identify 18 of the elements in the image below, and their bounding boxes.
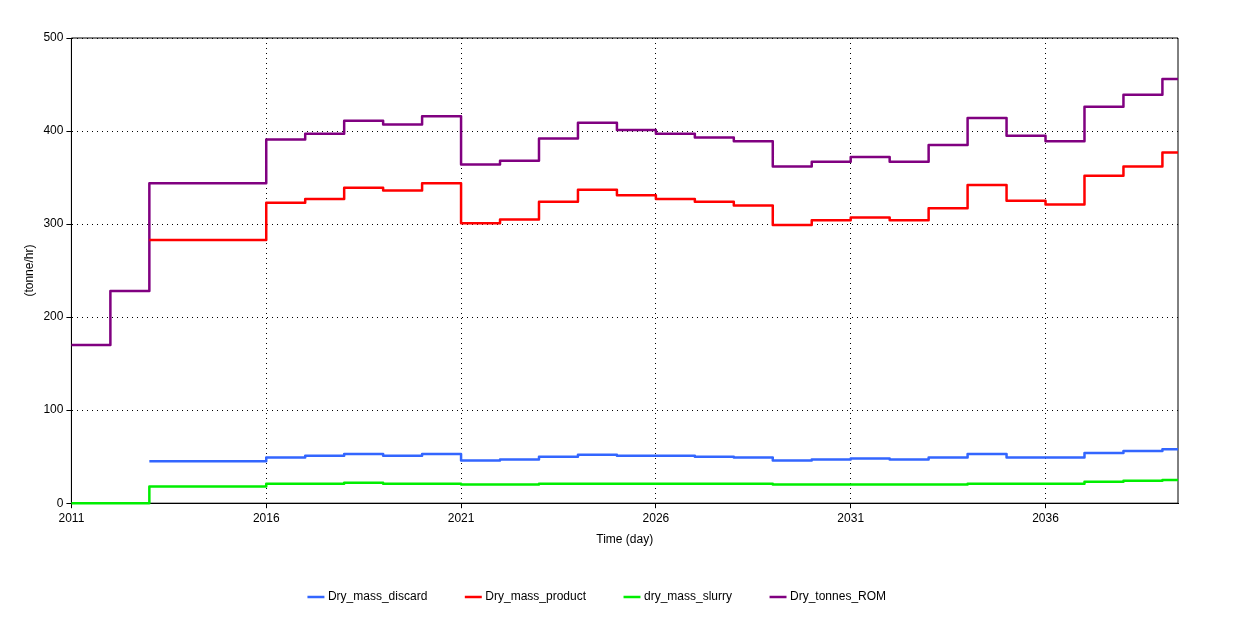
legend-label: Dry_tonnes_ROM [790,589,887,604]
x-tick-label: 2011 [58,510,85,525]
y-tick-label: 400 [43,123,64,138]
x-tick-label: 2031 [837,510,865,525]
x-tick-label: 2021 [447,510,475,525]
x-tick-label: 2036 [1032,510,1060,525]
y-axis-title: (tonne/hr) [21,244,36,297]
x-axis-title: Time (day) [596,532,654,547]
legend-label: Dry_mass_discard [327,589,428,604]
y-tick-label: 300 [43,216,64,231]
y-tick-label: 100 [43,402,64,417]
x-tick-label: 2016 [252,510,280,525]
legend-label: Dry_mass_product [485,589,587,604]
y-tick-label: 200 [43,309,64,324]
legend-label: dry_mass_slurry [644,589,733,604]
y-tick-label: 0 [56,495,64,510]
y-tick-label: 500 [43,30,64,45]
x-tick-label: 2026 [642,510,670,525]
